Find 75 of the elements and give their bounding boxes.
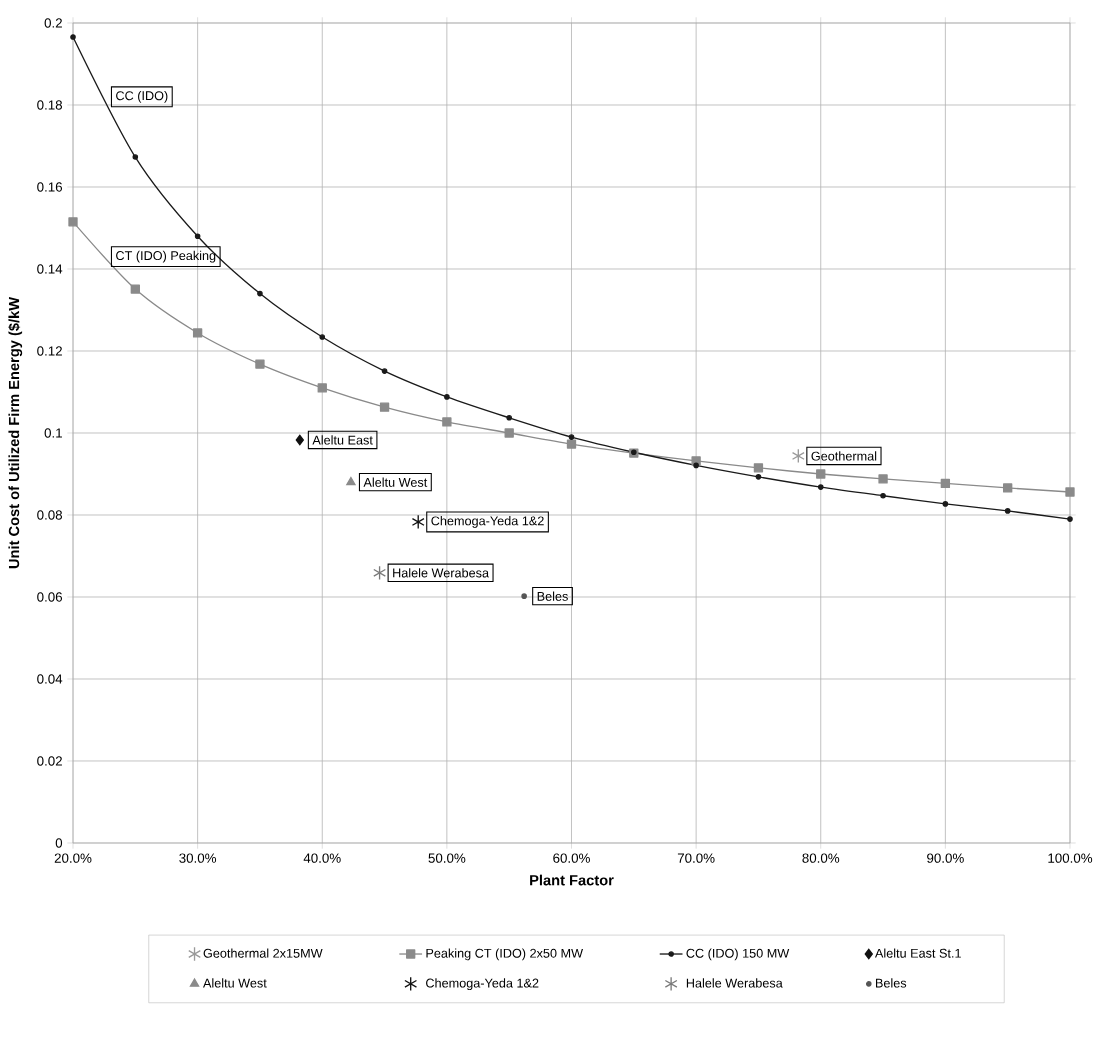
y-tick-label: 0.1 — [44, 428, 62, 438]
point — [817, 484, 824, 490]
x-tick-label: 50.0% — [428, 853, 466, 863]
annotation: Beles — [537, 591, 568, 601]
y-tick-label: 0.02 — [37, 756, 62, 766]
y-tick-label: 0.18 — [37, 100, 63, 110]
annotation: Chemoga-Yeda 1&2 — [431, 516, 544, 528]
annotation: Aleltu West — [363, 477, 428, 487]
point — [521, 593, 527, 599]
x-tick-label: 70.0% — [677, 853, 715, 863]
point — [411, 514, 425, 530]
y-tick-label: 0 — [55, 838, 63, 848]
point — [192, 328, 203, 338]
legend-label: Chemoga-Yeda 1&2 — [426, 978, 539, 991]
point — [132, 154, 139, 160]
x-tick-label: 100.0% — [1048, 853, 1093, 863]
point — [1067, 516, 1073, 522]
x-tick-label: 90.0% — [927, 853, 964, 863]
point — [257, 290, 263, 297]
y-tick-label: 0.06 — [37, 592, 63, 602]
x-tick-label: 60.0% — [553, 853, 590, 863]
point — [1065, 487, 1075, 497]
point — [506, 415, 512, 421]
point — [693, 462, 699, 469]
legend-label: Aleltu West — [203, 978, 267, 988]
point — [381, 368, 388, 374]
x-tick-label: 40.0% — [303, 853, 341, 863]
point — [940, 478, 951, 489]
annotation: Halele Werabesa — [393, 568, 490, 578]
legend-label: Beles — [875, 978, 907, 988]
point — [319, 334, 326, 340]
y-tick-label: 0.08 — [37, 510, 63, 520]
point — [70, 34, 76, 40]
y-tick-label: 0.14 — [37, 264, 63, 274]
point — [346, 476, 356, 486]
point — [816, 469, 826, 479]
legend-label: Geothermal 2x15MW — [203, 948, 323, 958]
point — [317, 383, 327, 393]
annotation: Aleltu East — [312, 435, 373, 445]
y-tick-label: 0.12 — [37, 346, 62, 356]
point — [194, 233, 201, 239]
point — [1004, 508, 1011, 514]
legend-label: Peaking CT (IDO) 2x50 MW — [426, 948, 584, 961]
annotation: CC (IDO) — [116, 90, 168, 103]
point — [379, 402, 390, 412]
x-tick-label: 20.0% — [54, 853, 92, 863]
x-axis-title: Plant Factor — [530, 874, 614, 886]
legend-label: CC (IDO) 150 MW — [686, 948, 790, 961]
legend-label: Halele Werabesa — [686, 978, 783, 988]
point — [791, 448, 805, 464]
y-axis-title: Unit Cost of Utilized Firm Energy ($/kW — [8, 296, 23, 569]
y-tick-label: 0.04 — [37, 674, 63, 684]
point — [1003, 483, 1013, 493]
y-tick-label: 0.2 — [44, 18, 62, 28]
point — [942, 501, 949, 507]
point — [504, 428, 514, 438]
point — [444, 394, 450, 400]
point — [295, 434, 304, 446]
point — [373, 565, 387, 581]
point — [568, 434, 575, 440]
annotation: Geothermal — [811, 451, 877, 461]
point — [755, 474, 762, 480]
point — [255, 359, 265, 369]
point — [753, 463, 764, 473]
point — [130, 284, 140, 294]
point — [880, 492, 886, 499]
point — [442, 417, 452, 427]
y-tick-label: 0.16 — [37, 182, 63, 192]
point — [878, 474, 888, 484]
annotation: CT (IDO) Peaking — [116, 250, 216, 263]
x-tick-label: 80.0% — [802, 853, 840, 863]
point — [68, 217, 78, 227]
legend-label: Aleltu East St.1 — [874, 948, 961, 958]
point — [566, 439, 577, 449]
x-tick-label: 30.0% — [179, 853, 217, 863]
